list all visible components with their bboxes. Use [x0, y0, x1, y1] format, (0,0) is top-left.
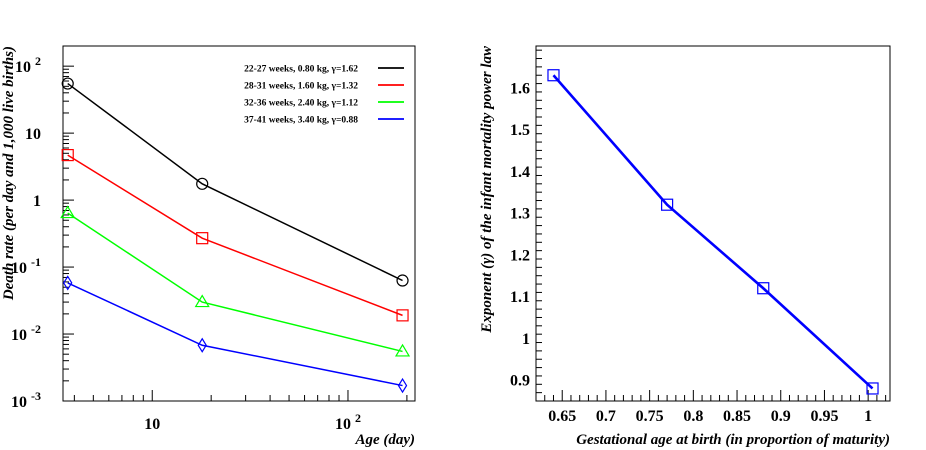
x-tick-label: 10: [144, 416, 160, 433]
y-axis-title: Death rate (per day and 1,000 live birth…: [1, 46, 17, 301]
y-tick-label: 1.2: [510, 247, 530, 264]
x-tick-label-base: 10: [144, 416, 160, 433]
x-tick-label: 0.75: [636, 408, 664, 425]
data-point: [396, 274, 409, 287]
data-point: [194, 294, 210, 308]
y-tick-label: 0.9: [510, 373, 530, 390]
y-tick-label-base: 10: [25, 126, 41, 143]
x-axis-title: Gestational age at birth (in proportion …: [576, 432, 890, 448]
y-tick-label: 1.1: [510, 289, 530, 306]
y-tick-label: 1.6: [510, 80, 530, 97]
data-point: [196, 177, 209, 190]
y-tick-label: 1.3: [510, 206, 530, 223]
x-tick-label: 10 2: [335, 411, 361, 433]
legend-label: 22-27 weeks, 0.80 kg, γ=1.62: [244, 65, 358, 75]
data-point: [394, 343, 411, 357]
legend-label: 32-36 weeks, 2.40 kg, γ=1.12: [244, 99, 358, 109]
legend-label: 28-31 weeks, 1.60 kg, γ=1.32: [244, 82, 358, 92]
series-line: [552, 74, 874, 390]
death-rate-chart: 10 10 2 10 2 10 1 10 -1 10 -2 10 -3 Age (day) Death ra…: [1, 45, 416, 448]
y-axis-title: Exponent (γ) of the infant mortality pow…: [479, 45, 495, 334]
data-point: [397, 377, 408, 394]
series-line: [67, 154, 403, 317]
y-tick-label-base: 10: [15, 59, 31, 76]
y-tick-label-exponent: -1: [31, 255, 41, 269]
y-tick-label-exponent: 2: [35, 54, 41, 68]
data-point: [61, 77, 74, 90]
y-tick-label: 10 -2: [11, 322, 41, 344]
y-tick-label: 10: [25, 126, 41, 143]
data-point: [396, 309, 409, 322]
y-tick-label: 10 2: [15, 54, 41, 76]
y-tick-label-exponent: -2: [31, 322, 41, 336]
x-tick-label: 0.95: [810, 408, 838, 425]
y-tick-label-base: 10: [11, 394, 27, 411]
y-tick-label: 1.4: [510, 164, 530, 181]
legend-label: 37-41 weeks, 3.40 kg, γ=0.88: [244, 116, 358, 126]
x-tick-label: 0.9: [771, 408, 791, 425]
y-tick-label: 1: [522, 331, 530, 348]
y-tick-label-base: 1: [33, 193, 41, 210]
exponent-chart: 0.65 0.7 0.75 0.8 0.85 0.9 0.95 1 0.9 1 1.1 1.2 1.3 1…: [479, 45, 891, 448]
plot-frame: [535, 45, 891, 402]
y-tick-label: 10 -3: [11, 389, 41, 411]
x-tick-label-base: 10: [335, 416, 351, 433]
x-tick-label: 0.8: [683, 408, 703, 425]
y-tick-label: 10 -1: [11, 255, 41, 277]
y-tick-label-base: 10: [11, 327, 27, 344]
data-point: [197, 337, 207, 353]
x-tick-label-exponent: 2: [355, 411, 361, 425]
y-tick-label: 1.5: [510, 122, 530, 139]
plot-frame: [62, 45, 416, 402]
data-point: [60, 205, 76, 219]
data-point: [63, 275, 73, 291]
data-point: [866, 382, 879, 395]
data-point: [196, 232, 209, 245]
x-tick-label: 0.65: [548, 408, 576, 425]
x-tick-label: 0.85: [723, 408, 751, 425]
series-line: [67, 82, 403, 282]
data-point: [661, 198, 674, 211]
y-tick-label: 1: [33, 193, 41, 210]
x-tick-label: 0.7: [596, 408, 616, 425]
series-line: [67, 282, 403, 387]
y-tick-label-exponent: -3: [31, 389, 41, 403]
data-point: [757, 282, 770, 295]
series-line: [67, 212, 403, 353]
x-axis-title: Age (day): [354, 432, 415, 448]
data-point: [61, 148, 74, 162]
data-point: [547, 69, 560, 82]
y-tick-label-base: 10: [11, 260, 27, 277]
x-tick-label: 1: [864, 408, 872, 425]
